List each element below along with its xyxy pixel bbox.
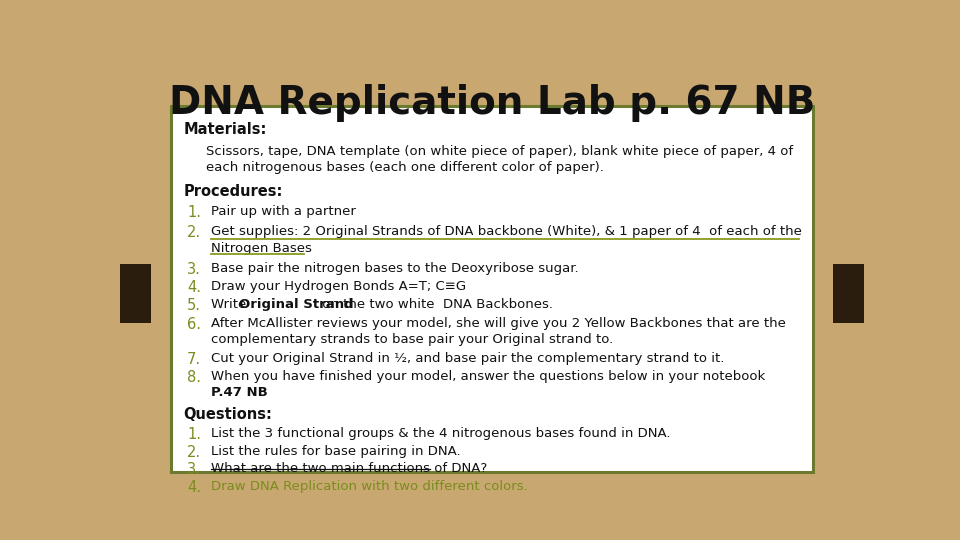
Text: When you have finished your model, answer the questions below in your notebook: When you have finished your model, answe… bbox=[211, 370, 765, 383]
Text: Write: Write bbox=[211, 299, 251, 312]
Text: 4.: 4. bbox=[187, 280, 201, 295]
Text: 7.: 7. bbox=[187, 352, 201, 367]
Text: DNA Replication Lab p. 67 NB: DNA Replication Lab p. 67 NB bbox=[169, 84, 815, 122]
Text: Get supplies: 2 Original Strands of DNA backbone (White), & 1 paper of 4  of eac: Get supplies: 2 Original Strands of DNA … bbox=[211, 225, 802, 238]
Text: each nitrogenous bases (each one different color of paper).: each nitrogenous bases (each one differe… bbox=[205, 161, 604, 174]
Text: 1.: 1. bbox=[187, 205, 201, 220]
Text: Base pair the nitrogen bases to the Deoxyribose sugar.: Base pair the nitrogen bases to the Deox… bbox=[211, 262, 578, 275]
Text: complementary strands to base pair your Original strand to.: complementary strands to base pair your … bbox=[211, 333, 613, 346]
Text: Materials:: Materials: bbox=[183, 122, 267, 137]
Text: Pair up with a partner: Pair up with a partner bbox=[211, 205, 355, 218]
Text: Procedures:: Procedures: bbox=[183, 184, 282, 199]
Text: Draw DNA Replication with two different colors.: Draw DNA Replication with two different … bbox=[211, 480, 527, 493]
Bar bbox=[120, 265, 152, 322]
Text: 2.: 2. bbox=[187, 225, 201, 240]
Text: 8.: 8. bbox=[187, 370, 201, 385]
Bar bbox=[832, 265, 864, 322]
Text: Original Strand: Original Strand bbox=[239, 299, 353, 312]
Text: After McAllister reviews your model, she will give you 2 Yellow Backbones that a: After McAllister reviews your model, she… bbox=[211, 317, 785, 330]
Text: What are the two main functions of DNA?: What are the two main functions of DNA? bbox=[211, 462, 487, 475]
Text: Scissors, tape, DNA template (on white piece of paper), blank white piece of pap: Scissors, tape, DNA template (on white p… bbox=[205, 145, 793, 158]
Text: Draw your Hydrogen Bonds A=T; C≡G: Draw your Hydrogen Bonds A=T; C≡G bbox=[211, 280, 466, 293]
Text: List the rules for base pairing in DNA.: List the rules for base pairing in DNA. bbox=[211, 445, 461, 458]
Text: 3.: 3. bbox=[187, 462, 201, 477]
Text: Questions:: Questions: bbox=[183, 407, 272, 422]
Text: List the 3 functional groups & the 4 nitrogenous bases found in DNA.: List the 3 functional groups & the 4 nit… bbox=[211, 427, 670, 441]
Text: 4.: 4. bbox=[187, 480, 201, 495]
FancyBboxPatch shape bbox=[171, 106, 813, 472]
Text: 2.: 2. bbox=[187, 445, 201, 460]
Text: 1.: 1. bbox=[187, 427, 201, 442]
Text: P.47 NB: P.47 NB bbox=[211, 386, 268, 399]
Text: 5.: 5. bbox=[187, 299, 201, 314]
Text: Nitrogen Bases: Nitrogen Bases bbox=[211, 242, 312, 255]
Text: 6.: 6. bbox=[187, 317, 201, 332]
Text: on the two white  DNA Backbones.: on the two white DNA Backbones. bbox=[318, 299, 553, 312]
Text: 3.: 3. bbox=[187, 262, 201, 277]
Text: Cut your Original Strand in ½, and base pair the complementary strand to it.: Cut your Original Strand in ½, and base … bbox=[211, 352, 724, 365]
